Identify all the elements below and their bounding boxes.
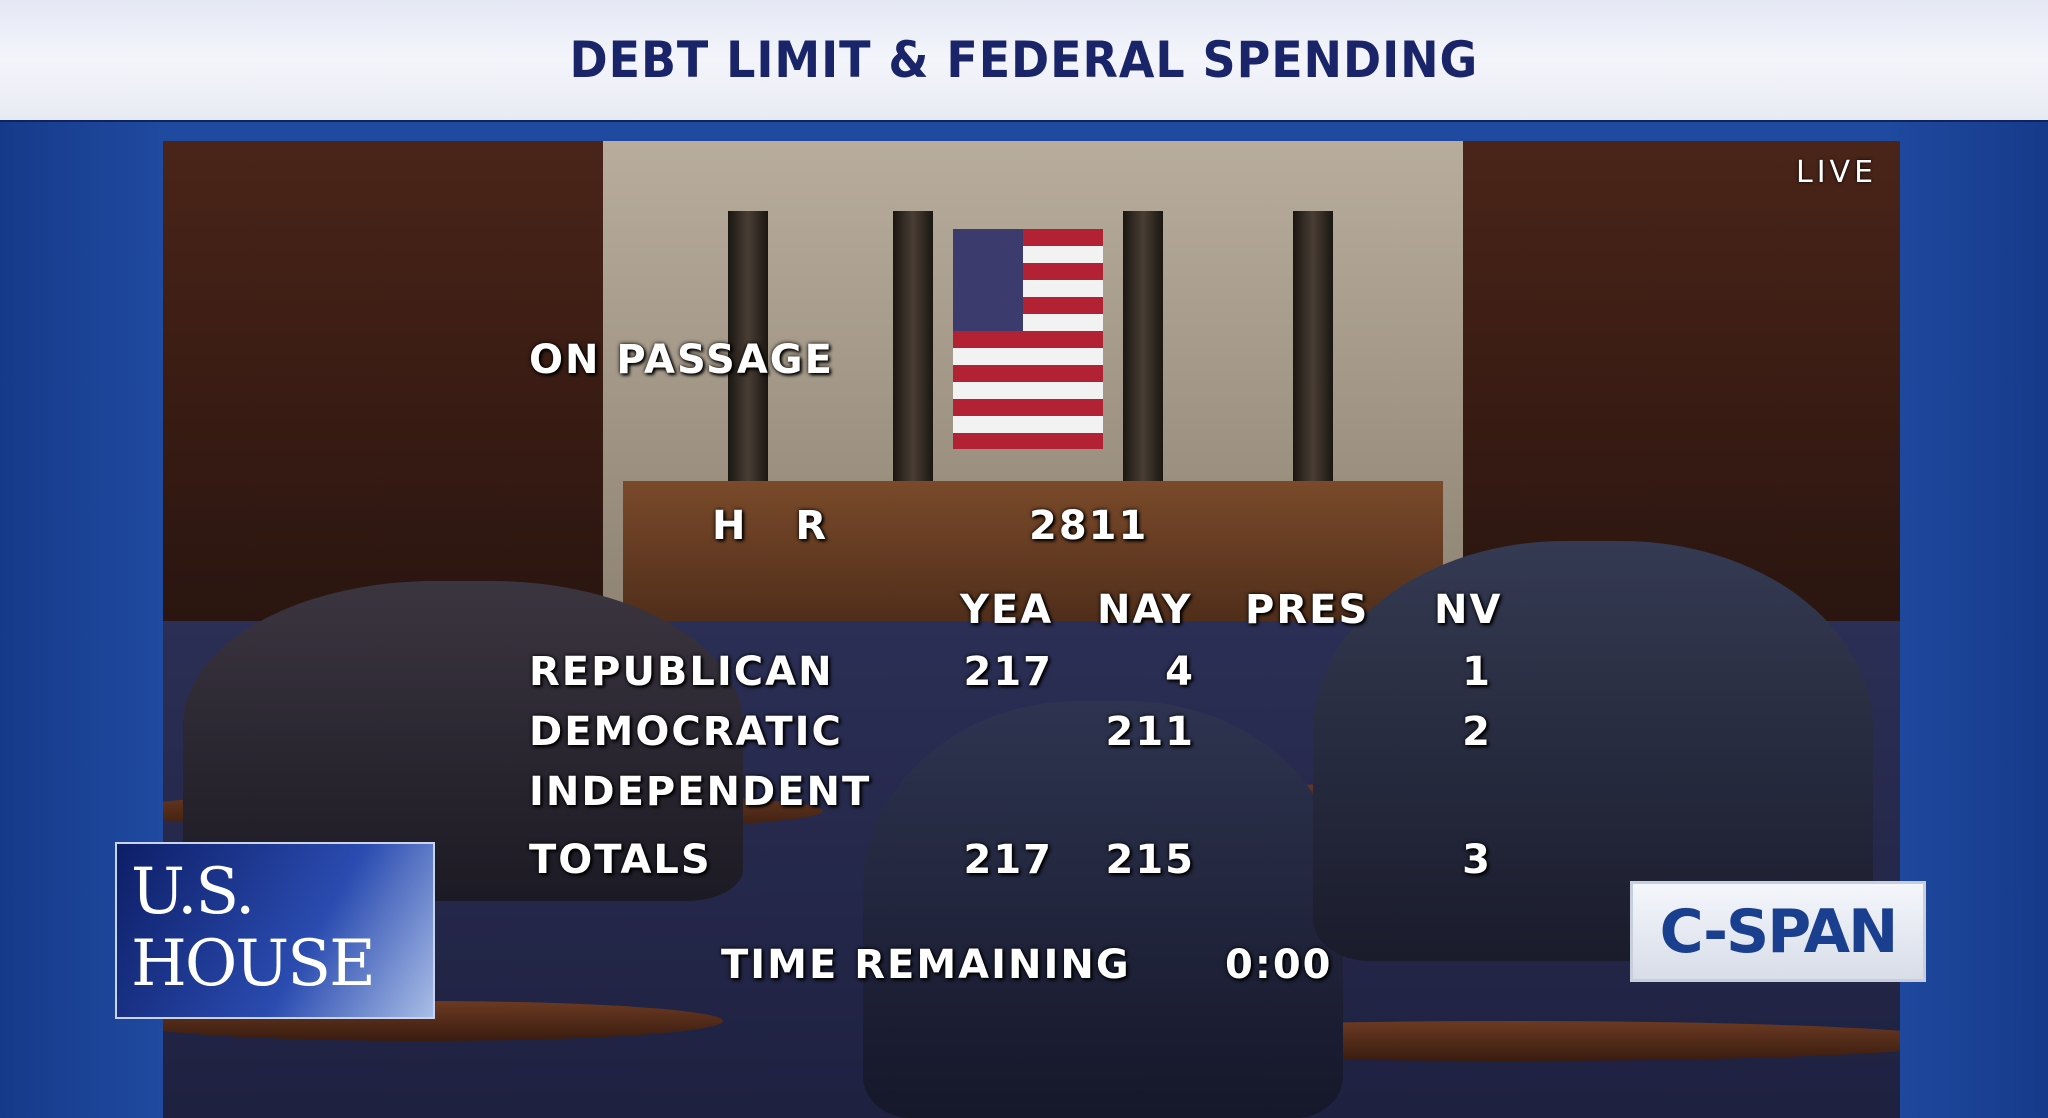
totals-nv: 3 (1462, 837, 1492, 883)
us-house-logo: U.S. HOUSE (115, 842, 435, 1019)
time-remaining-label: TIME REMAINING (721, 942, 1131, 988)
column-header-nay: NAY (1097, 587, 1193, 633)
republican-nv: 1 (1462, 649, 1492, 695)
time-remaining-value: 0:00 (1225, 942, 1333, 988)
rostrum (623, 481, 1443, 641)
chamber-wall-right (1463, 141, 1900, 621)
row-label-democratic: DEMOCRATIC (529, 709, 843, 755)
program-title: DEBT LIMIT & FEDERAL SPENDING (569, 31, 1479, 89)
live-indicator: LIVE (1796, 155, 1878, 190)
totals-yea: 217 (963, 837, 1053, 883)
column-header-pres: PRES (1245, 587, 1370, 633)
column-header-nv: NV (1434, 587, 1503, 633)
cspan-logo-text: C-SPAN (1659, 896, 1899, 967)
democratic-nv: 2 (1462, 709, 1492, 755)
democratic-nay: 211 (1105, 709, 1195, 755)
video-feed-house-chamber: LIVE (163, 141, 1900, 1118)
bill-number: 2811 (1029, 503, 1149, 549)
chamber-wall-left (163, 141, 603, 621)
house-logo-line2: HOUSE (131, 927, 376, 1001)
house-logo-line1: U.S. (131, 855, 255, 929)
program-title-banner: DEBT LIMIT & FEDERAL SPENDING (0, 0, 2048, 122)
republican-yea: 217 (963, 649, 1053, 695)
row-label-republican: REPUBLICAN (529, 649, 834, 695)
column-header-yea: YEA (960, 587, 1054, 633)
american-flag (953, 229, 1103, 449)
totals-nay: 215 (1105, 837, 1195, 883)
row-label-totals: TOTALS (529, 837, 712, 883)
cspan-logo: C-SPAN (1630, 881, 1926, 982)
row-label-independent: INDEPENDENT (529, 769, 872, 815)
bill-prefix: H R (712, 503, 845, 549)
vote-question: ON PASSAGE (529, 337, 834, 383)
members-crowd (863, 701, 1343, 1118)
republican-nay: 4 (1165, 649, 1195, 695)
